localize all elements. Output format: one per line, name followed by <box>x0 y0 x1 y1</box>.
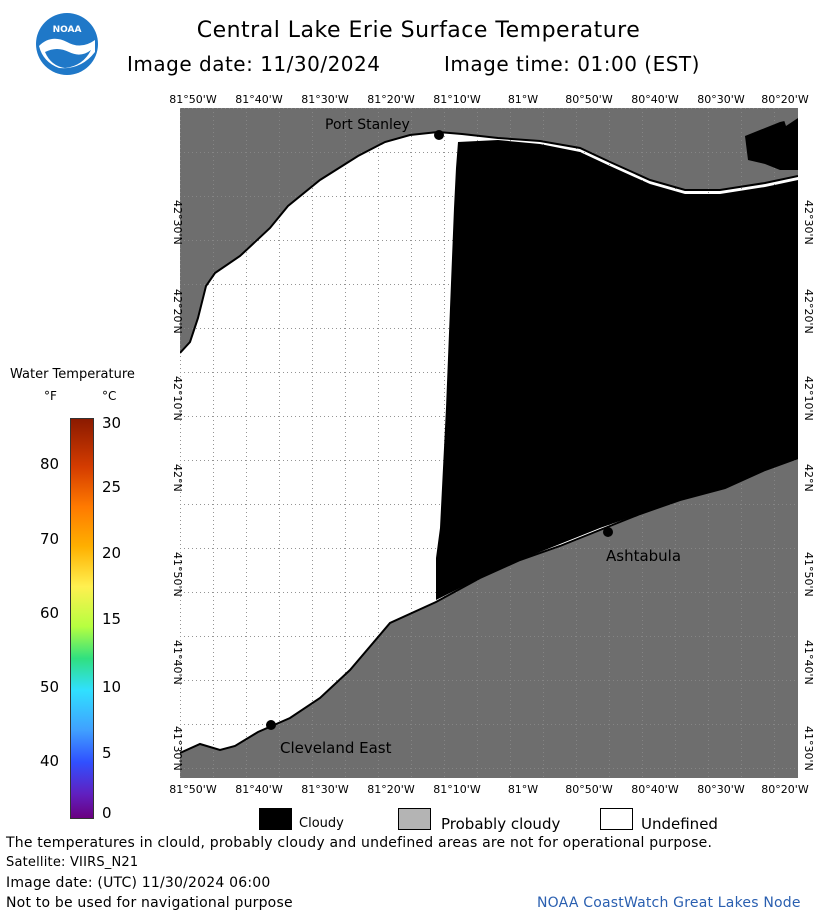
colorbar-c-tick: 30 <box>102 414 122 432</box>
footer-utc-date: Image date: (UTC) 11/30/2024 06:00 <box>6 875 271 891</box>
longitude-label-top: 81°W <box>507 93 539 106</box>
port-stanley-marker <box>434 130 444 140</box>
ashtabula-label: Ashtabula <box>606 547 682 565</box>
legend-cloudy-swatch <box>259 808 292 830</box>
latitude-label-right: 41°40'N <box>802 640 815 685</box>
colorbar-unit-f: °F <box>44 389 57 403</box>
ashtabula-marker <box>603 527 613 537</box>
longitude-label-bottom: 80°40'W <box>631 783 679 796</box>
colorbar-c-tick: 15 <box>102 610 122 628</box>
cloudy-area-ne <box>745 118 798 170</box>
latitude-label-right: 41°50'N <box>802 552 815 597</box>
colorbar-unit-c: °C <box>102 389 117 403</box>
port-stanley-label: Port Stanley <box>325 117 410 133</box>
latitude-label-right: 41°30'N <box>802 726 815 771</box>
longitude-label-bottom: 81°W <box>507 783 539 796</box>
cloudy-area <box>436 140 798 600</box>
longitude-label-bottom: 81°20'W <box>367 783 415 796</box>
colorbar <box>70 418 94 819</box>
footer-note: The temperatures in clould, probably clo… <box>6 835 713 851</box>
cleveland-east-label: Cleveland East <box>280 739 392 757</box>
latitude-label-left: 42°20'N <box>171 289 184 334</box>
latitude-label-right: 42°10'N <box>802 376 815 421</box>
image-time: Image time: 01:00 (EST) <box>444 52 700 76</box>
longitude-label-top: 81°50'W <box>169 93 217 106</box>
footer-satellite: Satellite: VIIRS_N21 <box>6 855 139 870</box>
latitude-label-right: 42°20'N <box>802 289 815 334</box>
colorbar-f-tick: 80 <box>40 455 60 473</box>
colorbar-c-tick: 20 <box>102 544 122 562</box>
latitude-label-right: 42°N <box>802 464 815 492</box>
longitude-label-top: 81°30'W <box>301 93 349 106</box>
cleveland-east-marker <box>266 720 276 730</box>
colorbar-f-tick: 60 <box>40 604 60 622</box>
page-title: Central Lake Erie Surface Temperature <box>196 18 641 43</box>
legend-probably-cloudy-label: Probably cloudy <box>441 815 561 833</box>
colorbar-c-tick: 10 <box>102 678 122 696</box>
colorbar-f-tick: 50 <box>40 678 60 696</box>
longitude-label-top: 81°20'W <box>367 93 415 106</box>
footer-nav-warning: Not to be used for navigational purpose <box>6 895 293 911</box>
longitude-label-bottom: 80°50'W <box>565 783 613 796</box>
longitude-label-bottom: 81°10'W <box>433 783 481 796</box>
colorbar-f-tick: 40 <box>40 752 60 770</box>
colorbar-f-tick: 70 <box>40 530 60 548</box>
latitude-label-right: 42°30'N <box>802 200 815 245</box>
longitude-label-top: 81°40'W <box>235 93 283 106</box>
image-date: Image date: 11/30/2024 <box>127 52 381 76</box>
noaa-logo: NOAA <box>36 13 98 75</box>
longitude-label-bottom: 81°30'W <box>301 783 349 796</box>
footer-credit: NOAA CoastWatch Great Lakes Node <box>537 895 801 911</box>
colorbar-c-tick: 5 <box>102 744 112 762</box>
longitude-label-top: 80°20'W <box>761 93 809 106</box>
longitude-label-top: 80°30'W <box>697 93 745 106</box>
latitude-label-left: 41°50'N <box>171 552 184 597</box>
latitude-label-left: 42°10'N <box>171 376 184 421</box>
colorbar-c-tick: 25 <box>102 478 122 496</box>
colorbar-title: Water Temperature <box>10 367 135 382</box>
legend-undefined-swatch <box>600 808 633 830</box>
longitude-label-top: 81°10'W <box>433 93 481 106</box>
noaa-logo-text: NOAA <box>53 25 82 35</box>
latitude-label-left: 41°40'N <box>171 640 184 685</box>
longitude-label-top: 80°40'W <box>631 93 679 106</box>
latitude-label-left: 41°30'N <box>171 726 184 771</box>
legend-probably-cloudy-swatch <box>398 808 431 830</box>
longitude-label-bottom: 80°20'W <box>761 783 809 796</box>
longitude-label-top: 80°50'W <box>565 93 613 106</box>
longitude-label-bottom: 80°30'W <box>697 783 745 796</box>
lake-map <box>180 108 798 778</box>
longitude-label-bottom: 81°40'W <box>235 783 283 796</box>
longitude-label-bottom: 81°50'W <box>169 783 217 796</box>
latitude-label-left: 42°N <box>171 464 184 492</box>
legend-undefined-label: Undefined <box>641 815 718 833</box>
colorbar-c-tick: 0 <box>102 804 112 822</box>
legend-cloudy-label: Cloudy <box>299 816 344 831</box>
latitude-label-left: 42°30'N <box>171 200 184 245</box>
